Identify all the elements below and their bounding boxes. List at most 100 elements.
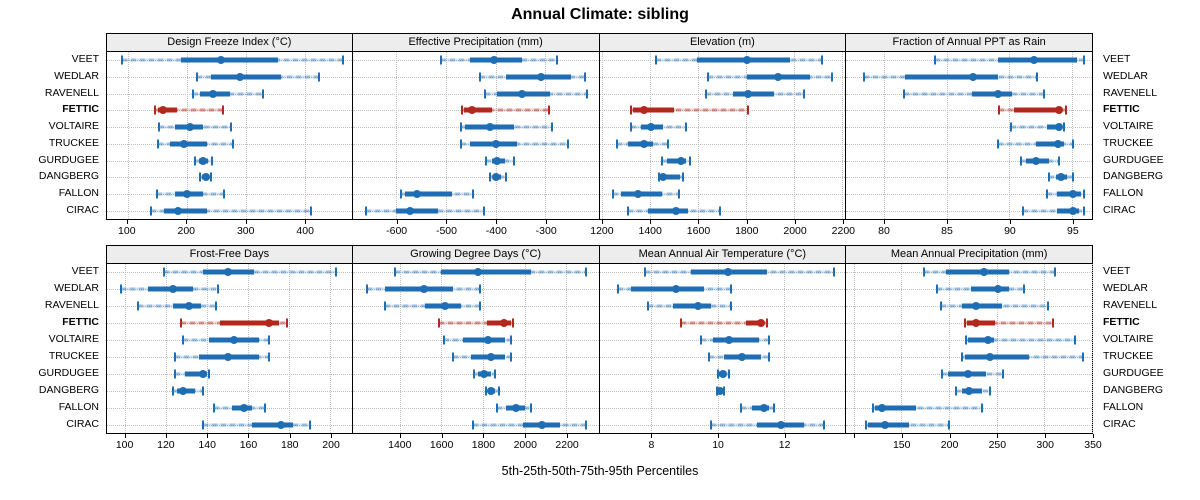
median-dot-site-gurdugee xyxy=(199,156,208,165)
median-dot-site-veet xyxy=(489,56,498,65)
v-gridline xyxy=(566,264,568,433)
p5-cap-site-fettic xyxy=(964,318,967,328)
p5-cap-site-dangberg xyxy=(1048,172,1051,182)
panel-elevation-m: Elevation (m) 1200 1400 1600 1800 2000 2200 xyxy=(590,33,855,242)
h-gridline xyxy=(846,93,1092,95)
h-gridline xyxy=(107,306,352,308)
p95-cap-site-truckee xyxy=(267,352,270,362)
interquartile-bar-site-fettic xyxy=(157,107,178,113)
h-gridline xyxy=(107,193,352,195)
median-dot-site-wedlar xyxy=(536,73,545,82)
plot-area-mean-annual-air-temperature-c xyxy=(599,264,847,434)
p95-cap-site-fallon xyxy=(981,403,984,413)
interquartile-bar-site-cirac xyxy=(1056,208,1080,214)
axis-tick-label: -500 xyxy=(435,225,457,237)
site-label-wedlar: WEDLAR xyxy=(54,282,99,295)
interquartile-bar-site-veet xyxy=(180,57,279,63)
p5-cap-site-veet xyxy=(934,55,937,65)
p95-cap-site-gurdugee xyxy=(728,369,731,379)
site-label-gurdugee: GURDUGEE xyxy=(38,153,99,166)
median-dot-site-fettic xyxy=(1055,106,1064,115)
h-gridline xyxy=(352,77,599,79)
median-dot-site-veet xyxy=(980,268,989,277)
h-gridline xyxy=(599,127,846,129)
site-label-fallon: FALLON xyxy=(1103,186,1144,199)
axis-tick-label: 12 xyxy=(778,439,791,451)
interquartile-bar-site-wedlar xyxy=(631,286,705,292)
v-gridline xyxy=(245,52,247,219)
p95-cap-site-voltaire xyxy=(1063,122,1066,132)
axis-tick-label: 180 xyxy=(281,439,299,451)
median-dot-site-dangberg xyxy=(486,386,495,395)
p5-cap-site-ravenell xyxy=(136,301,139,311)
h-gridline xyxy=(352,289,599,291)
p5-cap-site-gurdugee xyxy=(472,369,475,379)
median-dot-site-ravenell xyxy=(743,89,752,98)
axis-tick xyxy=(718,434,720,438)
h-gridline xyxy=(352,93,599,95)
plot-area-fraction-of-annual-ppt-as-rain xyxy=(846,52,1093,220)
axis-tick-label: 10 xyxy=(712,439,724,451)
p5-cap-site-fallon xyxy=(611,189,614,199)
site-label-truckee: TRUCKEE xyxy=(1103,349,1154,362)
median-dot-site-truckee xyxy=(738,352,747,361)
median-dot-site-wedlar xyxy=(968,73,977,82)
p95-cap-site-gurdugee xyxy=(210,156,213,166)
axis-tick xyxy=(997,434,999,438)
v-gridline xyxy=(949,264,951,433)
site-label-veet: VEET xyxy=(71,53,99,66)
p95-cap-site-dangberg xyxy=(723,386,726,396)
interquartile-bar-site-ravenell xyxy=(733,91,774,97)
site-label-veet: VEET xyxy=(1103,53,1131,66)
site-label-gurdugee: GURDUGEE xyxy=(1103,366,1164,379)
median-dot-site-ravenell xyxy=(993,89,1002,98)
p95-cap-site-wedlar xyxy=(729,284,732,294)
p95-cap-site-cirac xyxy=(310,206,313,216)
p95-cap-site-truckee xyxy=(566,139,569,149)
median-dot-site-fallon xyxy=(878,403,887,412)
h-gridline xyxy=(846,160,1092,162)
panel-fraction-of-annual-ppt-as-rain: Fraction of Annual PPT as Rain 80 85 90 95 xyxy=(846,33,1093,242)
site-label-wedlar: WEDLAR xyxy=(1103,282,1148,295)
p95-cap-site-veet xyxy=(1053,267,1056,277)
p95-cap-site-wedlar xyxy=(478,284,481,294)
axis-tick-label: 400 xyxy=(296,225,314,237)
v-gridline xyxy=(396,52,398,219)
panel-band-top: VEET WEDLAR RAVENELL FETTIC VOLTAIRE TRUCKEE G… xyxy=(0,33,1200,242)
median-dot-site-gurdugee xyxy=(718,369,727,378)
median-dot-site-veet xyxy=(723,268,732,277)
median-dot-site-cirac xyxy=(776,420,785,429)
p95-cap-site-gurdugee xyxy=(1058,156,1061,166)
median-dot-site-fettic xyxy=(467,106,476,115)
p5-cap-site-gurdugee xyxy=(660,156,663,166)
percentile-range-site-cirac xyxy=(1023,209,1085,213)
p5-cap-site-fettic xyxy=(998,105,1001,115)
p5-cap-site-veet xyxy=(643,267,646,277)
interquartile-bar-site-ravenell xyxy=(672,303,711,309)
axis-tick-label: 160 xyxy=(239,439,258,451)
h-gridline xyxy=(599,193,846,195)
site-label-voltaire: VOLTAIRE xyxy=(1103,333,1154,346)
axis-tick-label: 100 xyxy=(115,439,134,451)
h-gridline xyxy=(107,373,352,375)
axis-tick xyxy=(165,434,167,438)
plot-area-frost-free-days xyxy=(106,264,353,434)
axis-tick-label: 2200 xyxy=(555,439,579,451)
interquartile-bar-site-cirac xyxy=(163,208,208,214)
h-gridline xyxy=(107,127,352,129)
p5-cap-site-truckee xyxy=(459,139,462,149)
axis-tick xyxy=(567,434,569,438)
p95-cap-site-veet xyxy=(341,55,344,65)
site-label-voltaire: VOLTAIRE xyxy=(48,333,99,346)
p5-cap-site-fettic xyxy=(629,105,632,115)
axis-tick-label: 200 xyxy=(322,439,340,451)
median-dot-site-gurdugee xyxy=(964,369,973,378)
p5-cap-site-fallon xyxy=(871,403,874,413)
p5-cap-site-voltaire xyxy=(459,122,462,132)
axis-tick-label: 1600 xyxy=(686,225,711,237)
median-dot-site-dangberg xyxy=(178,386,187,395)
h-gridline xyxy=(846,424,1092,426)
p5-cap-site-dangberg xyxy=(198,172,201,182)
plot-area-elevation-m xyxy=(599,52,847,220)
site-label-ravenell: RAVENELL xyxy=(1103,299,1158,312)
